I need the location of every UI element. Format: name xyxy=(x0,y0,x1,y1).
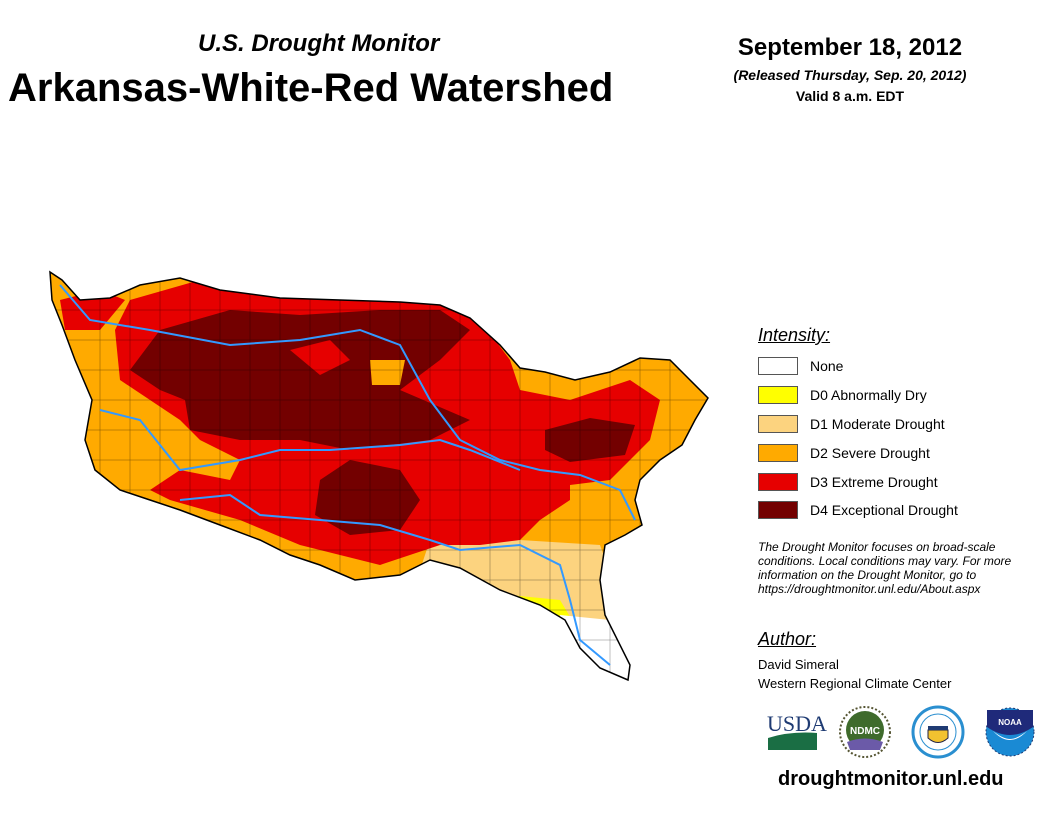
d2-pocket xyxy=(370,360,405,385)
d4-region-east xyxy=(545,418,635,462)
legend-label: D1 Moderate Drought xyxy=(810,416,945,432)
legend-swatch xyxy=(758,386,798,404)
legend-swatch xyxy=(758,415,798,433)
legend-swatch xyxy=(758,444,798,462)
arkansas-river xyxy=(59,284,636,521)
legend-item-d2: D2 Severe Drought xyxy=(758,443,930,463)
legend-label: D4 Exceptional Drought xyxy=(810,502,958,518)
canadian-river xyxy=(99,409,521,472)
commerce-logo xyxy=(911,705,965,759)
author-title: Author: xyxy=(758,629,817,649)
watershed-map xyxy=(49,271,709,681)
legend-item-d3: D3 Extreme Drought xyxy=(758,472,938,492)
author-org: Western Regional Climate Center xyxy=(758,676,952,691)
legend-swatch xyxy=(758,473,798,491)
legend-label: D0 Abnormally Dry xyxy=(810,387,927,403)
legend-item-d1: D1 Moderate Drought xyxy=(758,414,945,434)
svg-text:USDA: USDA xyxy=(767,711,827,736)
d4-region-north xyxy=(130,310,470,450)
release-date: (Released Thursday, Sep. 20, 2012) xyxy=(733,67,967,83)
legend-label: D3 Extreme Drought xyxy=(810,474,938,490)
legend-item-none: None xyxy=(758,356,843,376)
red-river xyxy=(179,493,611,666)
map-subtitle: U.S. Drought Monitor xyxy=(198,30,440,57)
d3-pocket xyxy=(290,340,350,375)
author-name: David Simeral xyxy=(758,657,839,672)
legend-label: None xyxy=(810,358,844,374)
svg-text:NOAA: NOAA xyxy=(998,718,1022,727)
legend-item-d4: D4 Exceptional Drought xyxy=(758,500,958,520)
svg-text:NDMC: NDMC xyxy=(850,726,880,737)
legend-title: Intensity: xyxy=(758,325,831,345)
rivers xyxy=(59,284,636,666)
d4-region-south xyxy=(315,460,420,535)
valid-time: Valid 8 a.m. EDT xyxy=(795,88,905,104)
map-title: Arkansas-White-Red Watershed xyxy=(8,66,614,110)
legend-swatch xyxy=(758,501,798,519)
map-date: September 18, 2012 xyxy=(737,34,963,61)
partner-logos: USDA NDMC NOAA xyxy=(767,705,1035,759)
usda-logo: USDA xyxy=(767,711,827,750)
noaa-logo: NOAA xyxy=(985,707,1035,757)
legend-item-d0: D0 Abnormally Dry xyxy=(758,385,927,405)
legend-swatch xyxy=(758,357,798,375)
ndmc-logo: NDMC xyxy=(839,706,891,758)
legend-label: D2 Severe Drought xyxy=(810,445,930,461)
website-link[interactable]: droughtmonitor.unl.edu xyxy=(778,768,1004,790)
disclaimer-note: The Drought Monitor focuses on broad-sca… xyxy=(758,540,1012,596)
